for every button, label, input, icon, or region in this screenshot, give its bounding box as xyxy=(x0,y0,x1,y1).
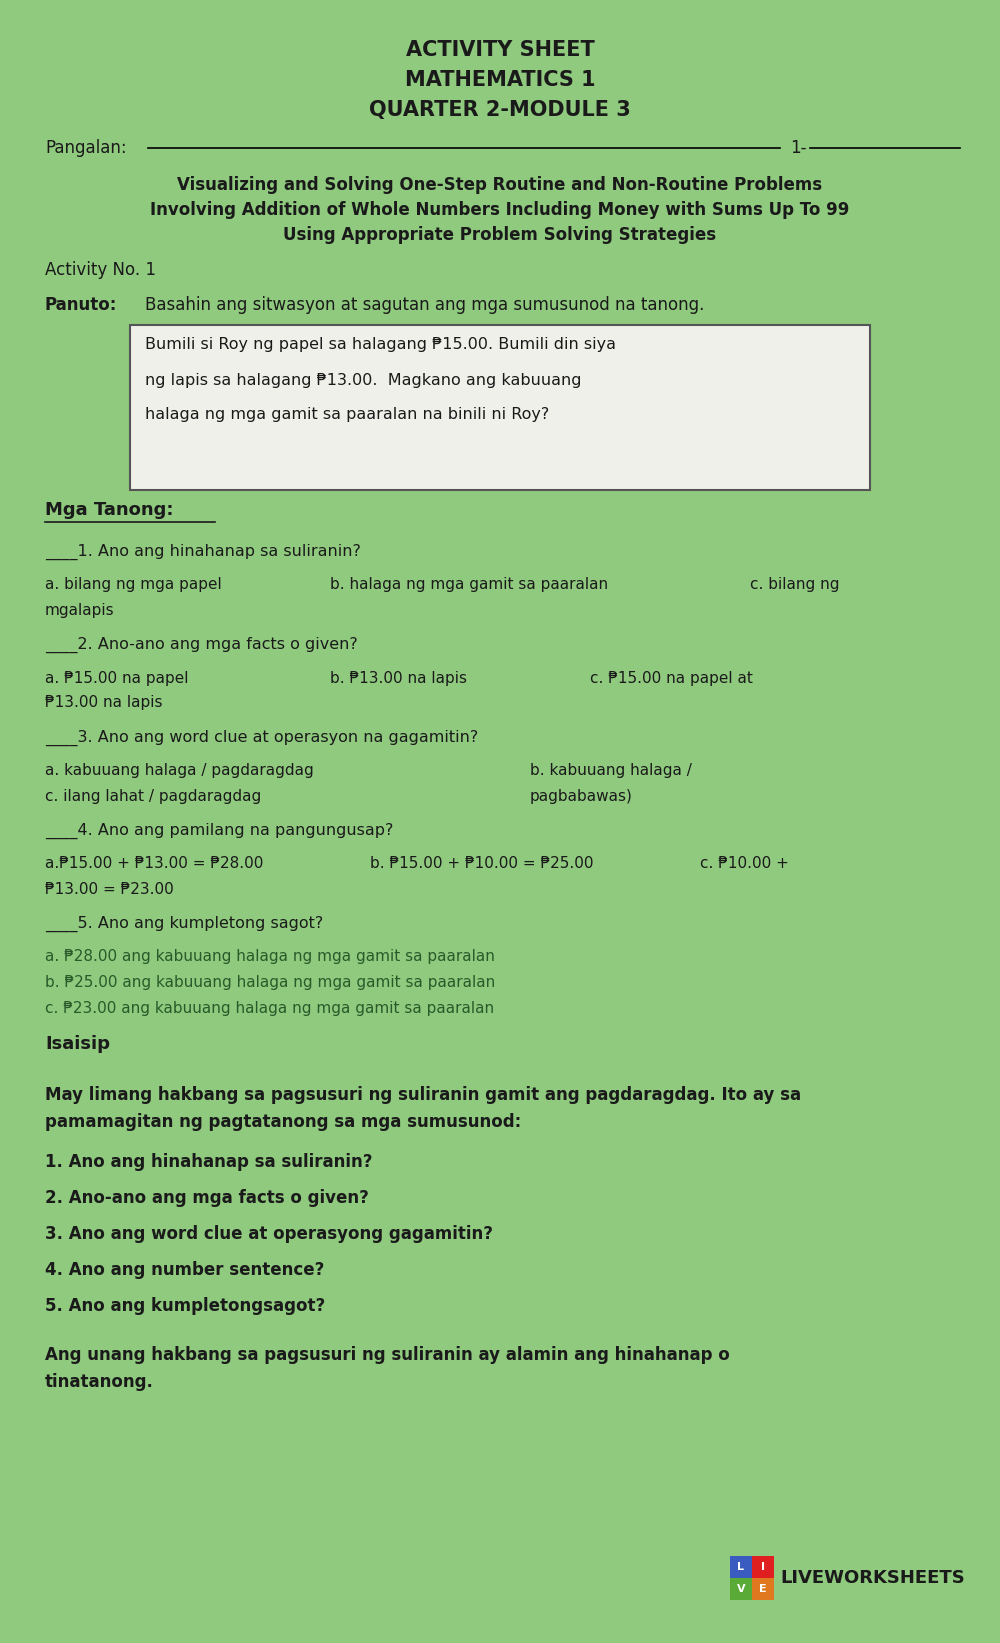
Text: ____2. Ano-ano ang mga facts o given?: ____2. Ano-ano ang mga facts o given? xyxy=(45,637,358,654)
Text: Bumili si Roy ng papel sa halagang ₱15.00. Bumili din siya: Bumili si Roy ng papel sa halagang ₱15.0… xyxy=(145,337,616,353)
Text: Mga Tanong:: Mga Tanong: xyxy=(45,501,174,519)
FancyBboxPatch shape xyxy=(130,325,870,490)
Text: Basahin ang sitwasyon at sagutan ang mga sumusunod na tanong.: Basahin ang sitwasyon at sagutan ang mga… xyxy=(145,296,704,314)
Text: Panuto:: Panuto: xyxy=(45,296,117,314)
Text: tinatanong.: tinatanong. xyxy=(45,1374,154,1392)
Text: Isaisip: Isaisip xyxy=(45,1035,110,1053)
Text: E: E xyxy=(759,1584,767,1594)
Text: Activity No. 1: Activity No. 1 xyxy=(45,261,156,279)
Text: Ang unang hakbang sa pagsusuri ng suliranin ay alamin ang hinahanap o: Ang unang hakbang sa pagsusuri ng sulira… xyxy=(45,1346,730,1364)
Text: mgalapis: mgalapis xyxy=(45,603,115,618)
Text: c. bilang ng: c. bilang ng xyxy=(750,577,840,593)
Text: b. halaga ng mga gamit sa paaralan: b. halaga ng mga gamit sa paaralan xyxy=(330,577,608,593)
Text: Visualizing and Solving One-Step Routine and Non-Routine Problems: Visualizing and Solving One-Step Routine… xyxy=(177,176,823,194)
Text: ACTIVITY SHEET: ACTIVITY SHEET xyxy=(406,39,594,61)
Text: halaga ng mga gamit sa paaralan na binili ni Roy?: halaga ng mga gamit sa paaralan na binil… xyxy=(145,407,549,422)
Text: c. ₱15.00 na papel at: c. ₱15.00 na papel at xyxy=(590,670,753,685)
Text: a. ₱28.00 ang kabuuang halaga ng mga gamit sa paaralan: a. ₱28.00 ang kabuuang halaga ng mga gam… xyxy=(45,950,495,964)
Bar xyxy=(730,1556,752,1577)
Text: Pangalan:: Pangalan: xyxy=(45,140,127,158)
Text: c. ilang lahat / pagdaragdag: c. ilang lahat / pagdaragdag xyxy=(45,789,261,803)
Text: b. ₱15.00 + ₱10.00 = ₱25.00: b. ₱15.00 + ₱10.00 = ₱25.00 xyxy=(370,856,594,871)
Text: a. kabuuang halaga / pagdaragdag: a. kabuuang halaga / pagdaragdag xyxy=(45,764,314,779)
Text: pagbabawas): pagbabawas) xyxy=(530,789,633,803)
Text: ₱13.00 = ₱23.00: ₱13.00 = ₱23.00 xyxy=(45,882,174,897)
Text: 2. Ano-ano ang mga facts o given?: 2. Ano-ano ang mga facts o given? xyxy=(45,1190,369,1208)
Text: ₱13.00 na lapis: ₱13.00 na lapis xyxy=(45,695,162,710)
Text: 4. Ano ang number sentence?: 4. Ano ang number sentence? xyxy=(45,1260,324,1278)
Text: LIVEWORKSHEETS: LIVEWORKSHEETS xyxy=(780,1569,965,1587)
Text: c. ₱23.00 ang kabuuang halaga ng mga gamit sa paaralan: c. ₱23.00 ang kabuuang halaga ng mga gam… xyxy=(45,1002,494,1017)
Text: a. ₱15.00 na papel: a. ₱15.00 na papel xyxy=(45,670,188,685)
Text: b. ₱13.00 na lapis: b. ₱13.00 na lapis xyxy=(330,670,467,685)
Text: Using Appropriate Problem Solving Strategies: Using Appropriate Problem Solving Strate… xyxy=(283,227,717,245)
Text: ____3. Ano ang word clue at operasyon na gagamitin?: ____3. Ano ang word clue at operasyon na… xyxy=(45,729,478,746)
Text: c. ₱10.00 +: c. ₱10.00 + xyxy=(700,856,789,871)
Text: 1. Ano ang hinahanap sa suliranin?: 1. Ano ang hinahanap sa suliranin? xyxy=(45,1153,372,1171)
Text: I: I xyxy=(761,1562,765,1572)
Text: May limang hakbang sa pagsusuri ng suliranin gamit ang pagdaragdag. Ito ay sa: May limang hakbang sa pagsusuri ng sulir… xyxy=(45,1086,801,1104)
Text: b. kabuuang halaga /: b. kabuuang halaga / xyxy=(530,764,692,779)
Text: ____4. Ano ang pamilang na pangungusap?: ____4. Ano ang pamilang na pangungusap? xyxy=(45,823,393,840)
Bar xyxy=(752,1577,774,1600)
Text: b. ₱25.00 ang kabuuang halaga ng mga gamit sa paaralan: b. ₱25.00 ang kabuuang halaga ng mga gam… xyxy=(45,976,495,991)
Text: 5. Ano ang kumpletongsagot?: 5. Ano ang kumpletongsagot? xyxy=(45,1296,325,1314)
Text: pamamagitan ng pagtatanong sa mga sumusunod:: pamamagitan ng pagtatanong sa mga sumusu… xyxy=(45,1112,521,1130)
Text: ____1. Ano ang hinahanap sa suliranin?: ____1. Ano ang hinahanap sa suliranin? xyxy=(45,544,361,560)
Text: a.₱15.00 + ₱13.00 = ₱28.00: a.₱15.00 + ₱13.00 = ₱28.00 xyxy=(45,856,263,871)
Text: QUARTER 2-MODULE 3: QUARTER 2-MODULE 3 xyxy=(369,100,631,120)
Text: ____5. Ano ang kumpletong sagot?: ____5. Ano ang kumpletong sagot? xyxy=(45,915,323,932)
Text: a. bilang ng mga papel: a. bilang ng mga papel xyxy=(45,577,222,593)
Text: ng lapis sa halagang ₱13.00.  Magkano ang kabuuang: ng lapis sa halagang ₱13.00. Magkano ang… xyxy=(145,373,582,388)
Text: V: V xyxy=(737,1584,745,1594)
Text: 3. Ano ang word clue at operasyong gagamitin?: 3. Ano ang word clue at operasyong gagam… xyxy=(45,1226,493,1244)
Text: MATHEMATICS 1: MATHEMATICS 1 xyxy=(405,71,595,90)
Bar xyxy=(752,1556,774,1577)
Bar xyxy=(730,1577,752,1600)
Text: L: L xyxy=(738,1562,744,1572)
Text: 1-: 1- xyxy=(790,140,806,158)
Text: Involving Addition of Whole Numbers Including Money with Sums Up To 99: Involving Addition of Whole Numbers Incl… xyxy=(150,200,850,219)
